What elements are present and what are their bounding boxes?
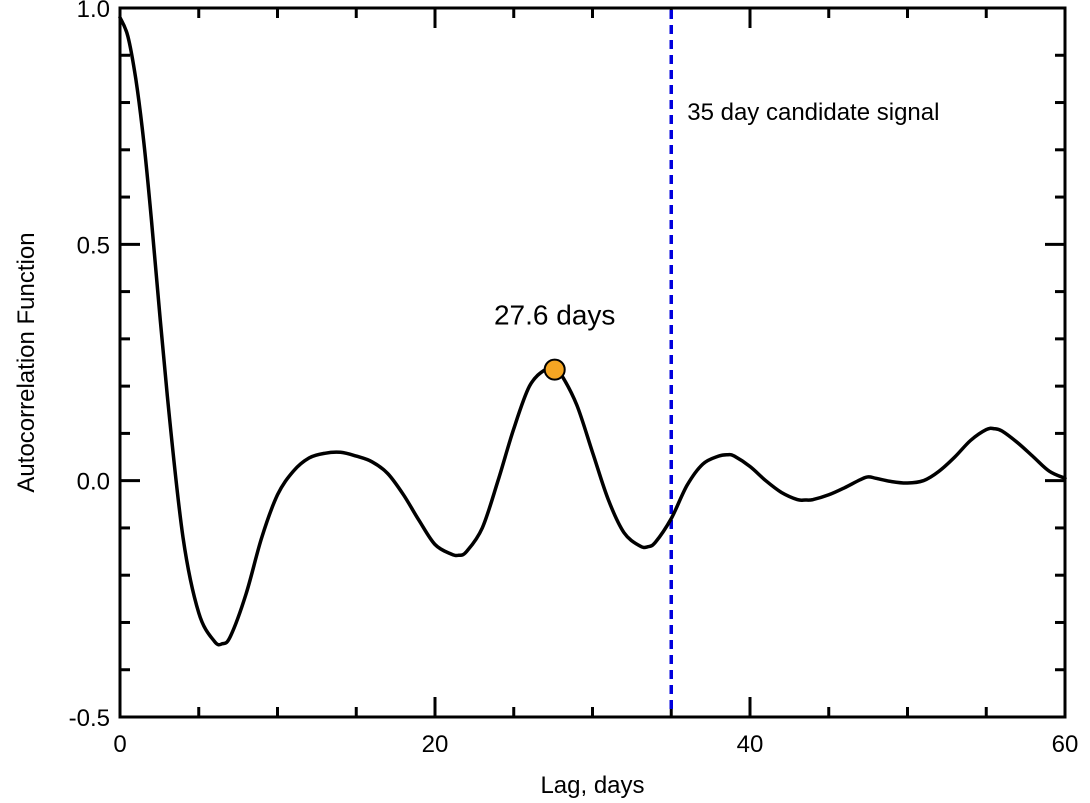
y-tick-label: 0.0 <box>77 469 110 496</box>
x-tick-label: 20 <box>422 731 449 758</box>
x-tick-label: 40 <box>737 731 764 758</box>
plot-frame <box>118 6 1067 719</box>
x-tick-label: 0 <box>113 731 126 758</box>
y-tick-label: -0.5 <box>69 705 110 732</box>
x-tick-label: 60 <box>1052 731 1079 758</box>
candidate-signal-label: 35 day candidate signal <box>687 99 939 126</box>
y-axis-title: Autocorrelation Function <box>13 232 40 492</box>
acf-series-line <box>118 15 1067 647</box>
tick-labels: 0 20 40 60 -0.5 0.0 0.5 1.0 <box>69 0 1079 758</box>
y-tick-label: 1.0 <box>77 0 110 23</box>
y-tick-label: 0.5 <box>77 232 110 259</box>
peak-marker <box>543 358 566 381</box>
x-axis-title: Lag, days <box>540 772 644 799</box>
peak-label: 27.6 days <box>494 300 615 331</box>
